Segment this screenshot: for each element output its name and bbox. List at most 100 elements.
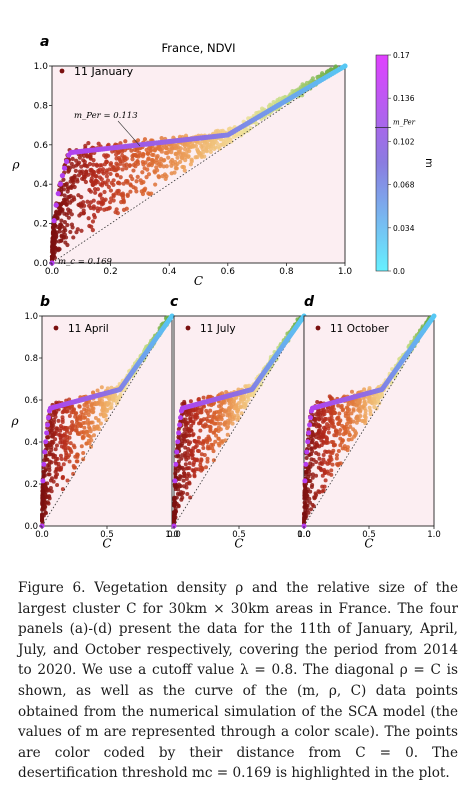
scatter-point xyxy=(179,497,184,502)
sca-curve-c xyxy=(171,313,307,529)
scatter-point xyxy=(107,167,112,172)
scatter-point xyxy=(309,507,314,512)
scatter-point xyxy=(319,460,324,465)
scatter-point xyxy=(198,420,203,425)
scatter-point xyxy=(104,174,109,179)
scatter-point xyxy=(40,506,45,511)
scatter-point xyxy=(48,452,53,457)
scatter-point xyxy=(209,414,214,419)
scatter-point xyxy=(172,501,177,506)
curve-point xyxy=(308,415,313,421)
scatter-point xyxy=(180,453,185,458)
curve-point xyxy=(172,478,178,484)
scatter-point xyxy=(81,211,86,216)
scatter-point xyxy=(206,144,211,150)
scatter-point xyxy=(108,188,114,193)
scatter-point xyxy=(66,406,71,411)
scatter-point xyxy=(323,449,328,454)
scatter-cloud-b xyxy=(40,315,170,526)
scatter-point xyxy=(91,206,96,211)
scatter-point xyxy=(63,235,69,240)
scatter-point xyxy=(329,457,334,462)
colorbar-tick-label: 0.034 xyxy=(393,224,415,233)
scatter-point xyxy=(127,163,133,168)
scatter-point xyxy=(187,461,192,466)
scatter-point xyxy=(86,141,91,146)
scatter-point xyxy=(208,394,213,399)
scatter-point xyxy=(354,403,359,408)
scatter-point xyxy=(372,395,377,400)
scatter-point xyxy=(128,189,133,194)
scatter-point xyxy=(235,409,240,414)
scatter-point xyxy=(376,396,381,401)
scatter-point xyxy=(324,436,329,441)
scatter-point xyxy=(246,397,251,402)
scatter-point xyxy=(67,459,72,464)
scatter-point xyxy=(179,456,184,461)
scatter-point xyxy=(315,400,320,405)
scatter-point xyxy=(124,162,129,167)
curve-point xyxy=(45,422,51,428)
scatter-point xyxy=(51,440,56,445)
scatter-point xyxy=(73,428,78,433)
scatter-point xyxy=(87,441,92,446)
scatter-point xyxy=(199,410,204,415)
scatter-point xyxy=(146,191,151,196)
scatter-point xyxy=(58,428,63,433)
scatter-point xyxy=(59,238,64,243)
scatter-point xyxy=(316,465,321,470)
scatter-point xyxy=(51,410,56,415)
scatter-point xyxy=(128,182,133,187)
scatter-point xyxy=(154,165,159,170)
scatter-point xyxy=(91,212,97,218)
scatter-point xyxy=(81,158,86,163)
scatter-point xyxy=(45,463,50,468)
scatter-point xyxy=(89,438,94,443)
scatter-point xyxy=(81,451,86,456)
scatter-point xyxy=(179,156,185,161)
scatter-point xyxy=(206,434,211,439)
scatter-point xyxy=(324,417,329,422)
scatter-point xyxy=(96,417,101,422)
scatter-point xyxy=(193,155,198,160)
scatter-point xyxy=(75,227,80,232)
scatter-point xyxy=(77,213,82,218)
scatter-point xyxy=(90,228,95,233)
scatter-point xyxy=(56,464,61,469)
scatter-point xyxy=(90,406,95,411)
scatter-point xyxy=(184,481,189,486)
scatter-point xyxy=(328,454,333,459)
scatter-point xyxy=(95,401,100,406)
colorbar-label: m xyxy=(423,158,434,168)
scatter-point xyxy=(313,491,318,496)
scatter-point xyxy=(325,469,330,474)
scatter-point xyxy=(62,193,67,198)
scatter-point xyxy=(319,443,324,448)
scatter-point xyxy=(362,419,367,424)
scatter-point xyxy=(205,459,210,464)
scatter-point xyxy=(103,413,108,418)
scatter-point xyxy=(99,177,104,182)
scatter-point xyxy=(197,141,202,146)
scatter-point xyxy=(70,178,75,183)
panel-d: 0.0 0.5 1.0 C 11 October d xyxy=(297,294,441,551)
scatter-point xyxy=(81,200,86,205)
scatter-point xyxy=(72,184,77,190)
y-tick-label: 0.2 xyxy=(34,220,48,230)
scatter-point xyxy=(142,188,147,193)
colorbar-tick-label: 0.102 xyxy=(393,137,415,146)
x-axis-label: C xyxy=(102,537,111,551)
scatter-point xyxy=(180,465,185,470)
scatter-point xyxy=(130,157,135,162)
scatter-point xyxy=(61,197,67,202)
scatter-point xyxy=(120,167,125,172)
curve-point xyxy=(302,478,308,484)
scatter-point xyxy=(185,429,190,434)
scatter-point xyxy=(337,431,342,436)
panel-a: 0.0 0.2 0.4 0.6 0.8 1.0 0.0 0.2 0.4 0.6 0.8 1.0 ρ C 11… xyxy=(11,34,352,288)
scatter-point xyxy=(343,430,348,435)
scatter-point xyxy=(187,412,192,417)
scatter-point xyxy=(189,159,194,164)
scatter-point xyxy=(316,424,321,429)
scatter-point xyxy=(87,161,93,167)
